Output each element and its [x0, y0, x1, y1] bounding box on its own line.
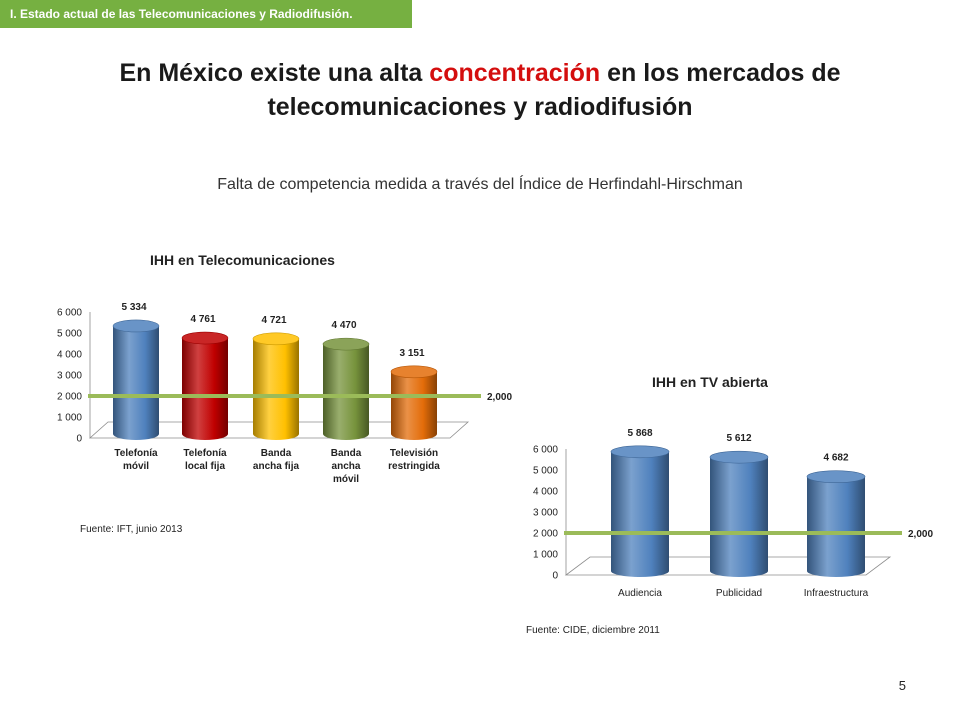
page-title: En México existe una alta concentración …	[40, 56, 920, 124]
y-tick-label: 6 000	[57, 308, 82, 319]
y-tick-label: 5 000	[533, 466, 558, 477]
data-label: 5 612	[726, 433, 751, 444]
bar	[610, 445, 670, 577]
bar-body	[113, 325, 159, 440]
page-subtitle: Falta de competencia medida a través del…	[217, 176, 743, 193]
category-label: Infraestructura	[804, 588, 869, 599]
bar-top	[252, 332, 300, 346]
category-label: Publicidad	[716, 588, 762, 599]
category-label: Audiencia	[618, 588, 662, 599]
bar-top	[390, 365, 438, 379]
bar	[322, 337, 370, 440]
bar	[709, 450, 769, 577]
category-label: Telefonía local fija	[183, 448, 227, 472]
y-tick-label: 3 000	[533, 508, 558, 519]
category-label: Banda ancha fija	[253, 448, 300, 472]
y-tick-label: 1 000	[57, 413, 82, 424]
y-tick-label: 3 000	[57, 371, 82, 382]
bar-top	[322, 337, 370, 351]
bar-top	[610, 445, 670, 459]
title-part-2: en los mercados de telecomunicaciones y …	[267, 59, 841, 121]
y-tick-label: 2 000	[533, 529, 558, 540]
data-label: 4 470	[331, 320, 356, 331]
bar	[181, 331, 229, 440]
bar	[390, 365, 438, 440]
data-label: 5 868	[627, 428, 652, 439]
bar-body	[253, 338, 299, 440]
chart-2-source: Fuente: CIDE, diciembre 2011	[526, 625, 660, 636]
data-label: 3 151	[399, 348, 424, 359]
bar-body	[182, 338, 228, 440]
data-label: 4 721	[261, 315, 286, 326]
bar	[112, 319, 160, 440]
page-number: 5	[898, 678, 906, 693]
bar-body	[710, 457, 768, 577]
title-part-1: En México existe una alta	[119, 59, 423, 87]
category-label: Telefonía móvil	[114, 448, 158, 472]
data-label: 5 334	[121, 302, 146, 313]
data-label: 4 682	[823, 453, 848, 464]
bar-top	[806, 470, 866, 483]
chart-1-title: IHH en Telecomunicaciones	[150, 252, 335, 268]
y-tick-label: 0	[76, 434, 82, 445]
bar-top	[181, 331, 229, 345]
title-highlight: concentración	[429, 59, 601, 87]
bar-top	[112, 319, 160, 333]
bar-top	[709, 450, 769, 464]
bar-body	[391, 371, 437, 440]
category-label: Banda ancha móvil	[331, 448, 362, 485]
chart-tv-abierta: 0 1 000 2 000 3 000 4 000 5 000 6 000 5 868 Audi…	[533, 428, 933, 599]
chart-telecomunicaciones: 0 1 000 2 000 3 000 4 000 5 000 6 000 5 334 Tele…	[57, 302, 512, 485]
y-tick-label: 2 000	[57, 392, 82, 403]
y-tick-label: 6 000	[533, 445, 558, 456]
y-tick-label: 4 000	[57, 350, 82, 361]
reference-line-label: 2,000	[908, 529, 933, 540]
category-label: Televisión restringida	[388, 448, 440, 472]
section-tab: I. Estado actual de las Telecomunicacion…	[0, 0, 412, 28]
bar-body	[323, 344, 369, 440]
bar	[806, 470, 866, 577]
data-label: 4 761	[190, 314, 215, 325]
y-tick-label: 0	[552, 571, 558, 582]
chart-1-source: Fuente: IFT, junio 2013	[80, 524, 183, 535]
chart-2-title: IHH en TV abierta	[652, 374, 768, 390]
bar-body	[807, 476, 865, 577]
y-tick-label: 4 000	[533, 487, 558, 498]
y-tick-label: 1 000	[533, 550, 558, 561]
reference-line-label: 2,000	[487, 392, 512, 403]
bar-body	[611, 451, 669, 577]
y-tick-label: 5 000	[57, 329, 82, 340]
bar	[252, 332, 300, 440]
